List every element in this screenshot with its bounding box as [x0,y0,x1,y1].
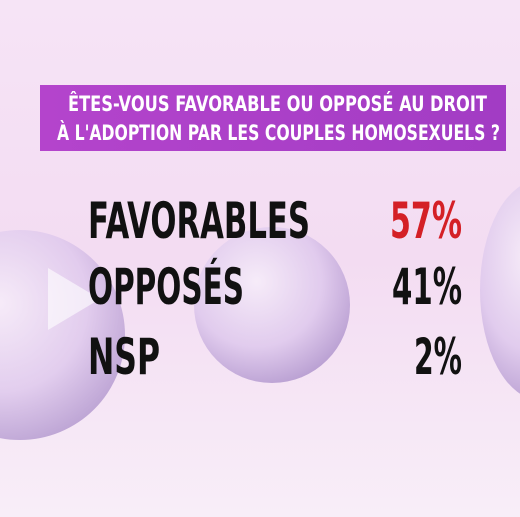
answer-label: FAVORABLES [88,192,310,250]
answer-value: 2% [414,328,462,386]
answer-label: OPPOSÉS [88,257,244,316]
play-icon [48,268,100,330]
decor-sphere [0,230,125,440]
decor-sphere [194,227,350,383]
answer-label: NSP [88,328,160,386]
answer-value: 41% [392,258,462,316]
question-box [40,85,506,151]
question-line: À L'ADOPTION PAR LES COUPLES HOMOSEXUELS… [57,120,500,145]
answer-value: 57% [390,192,462,250]
question-line: ÊTES-VOUS FAVORABLE OU OPPOSÉ AU DROIT [68,91,488,116]
decor-sphere [480,186,520,394]
